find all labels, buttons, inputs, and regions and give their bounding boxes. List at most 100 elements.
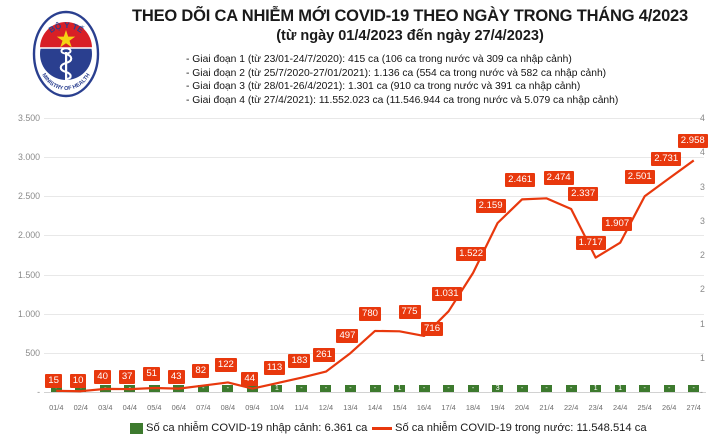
bar-value-label: - (202, 383, 205, 392)
y-axis-left-tick: 1.000 (17, 308, 40, 319)
x-axis-tick-label: 22/4 (563, 403, 579, 412)
bar-imported-cases (663, 385, 675, 392)
phase-item: - Giai đoạn 3 (từ 28/01-26/4/2021): 1.30… (186, 81, 581, 93)
line-value-label: 497 (336, 329, 359, 344)
bar-value-label: 1 (593, 383, 598, 392)
bar-imported-cases (320, 385, 332, 392)
x-axis-tick-label: 19/4 (490, 403, 505, 412)
x-axis-tick-label: 10/4 (269, 403, 285, 412)
chart-legend: Số ca nhiễm COVID-19 nhập cảnh: 6.361 ca… (0, 420, 720, 443)
line-value-label: 40 (94, 369, 111, 384)
x-axis-tick-label: 20/4 (514, 403, 530, 412)
phase-item: - Giai đoạn 4 (từ 27/4/2021): 11.552.023… (186, 94, 619, 106)
bar-imported-cases (394, 385, 406, 392)
bar-value-label: - (300, 383, 303, 392)
svg-text:BỘ Y TẾ: BỘ Y TẾ (47, 19, 86, 35)
gridline (44, 235, 704, 237)
bar-value-label: - (545, 383, 548, 392)
bar-imported-cases (688, 385, 700, 392)
gridline (44, 157, 704, 159)
line-value-label: 1.907 (602, 216, 633, 231)
line-value-label: 780 (359, 306, 382, 321)
x-axis-tick-label: 27/4 (686, 403, 701, 412)
x-axis-tick-label: 21/4 (539, 403, 554, 412)
line-value-label: 10 (69, 374, 87, 389)
line-value-label: 261 (312, 347, 335, 362)
line-value-label: 1.031 (431, 287, 462, 302)
gridline (44, 352, 704, 354)
line-value-label: 2.337 (568, 187, 599, 202)
gridline (44, 118, 704, 119)
bar-value-label: - (569, 383, 573, 392)
line-value-label: 1.522 (456, 246, 487, 261)
x-axis-tick-label: 12/4 (318, 403, 334, 412)
legend-label-domestic: Số ca nhiễm COVID-19 trong nước: 11.548.… (395, 422, 647, 434)
x-axis-tick-label: 25/4 (637, 403, 652, 412)
bar-imported-cases (541, 385, 553, 392)
x-axis-tick-label: 26/4 (662, 403, 677, 412)
bar-imported-cases (565, 385, 577, 392)
bar-value-label: - (104, 383, 107, 392)
y-axis-right-tick: 2 (700, 284, 705, 295)
bar-value-label: 3 (495, 383, 500, 392)
bar-value-label: - (471, 383, 475, 392)
phase-summary-list: - Giai đoạn 1 (từ 23/01-24/7/2020): 415 … (186, 53, 720, 107)
bar-value-label: - (668, 383, 671, 392)
line-value-label: 113 (263, 361, 286, 376)
bar-imported-cases (50, 385, 62, 392)
x-axis-tick-label: 13/4 (343, 403, 358, 412)
y-axis-left-tick: 1.500 (17, 269, 40, 280)
x-axis-tick-label: 02/4 (73, 403, 88, 412)
bar-value-label: - (226, 383, 230, 392)
title-block: THEO DÕI CA NHIỄM MỚI COVID-19 THEO NGÀY… (110, 6, 710, 46)
bar-value-label: - (447, 383, 450, 392)
x-axis-tick-label: 08/4 (220, 403, 236, 412)
bar-imported-cases (443, 385, 455, 392)
x-axis-tick-label: 06/4 (171, 403, 187, 412)
bar-imported-cases (222, 385, 234, 392)
legend-item-domestic: Số ca nhiễm COVID-19 trong nước: 11.548.… (372, 422, 647, 434)
y-axis-left-tick: - (37, 387, 40, 397)
bar-imported-cases (271, 385, 283, 392)
bar-imported-cases (197, 385, 209, 392)
line-value-label: 2.731 (651, 152, 682, 167)
x-axis-tick-label: 11/4 (294, 403, 309, 412)
legend-label-imported: Số ca nhiễm COVID-19 nhập cảnh: 6.361 ca (146, 422, 368, 434)
bar-value-label: - (692, 383, 695, 392)
x-axis-tick-label: 24/4 (612, 403, 628, 412)
bar-value-label: - (373, 383, 377, 392)
bar-imported-cases (295, 385, 307, 392)
line-value-label: 122 (214, 358, 237, 373)
line-value-label: 2.461 (505, 173, 536, 188)
x-axis-tick-label: 03/4 (98, 403, 113, 412)
y-axis-right-tick: 2 (700, 250, 705, 260)
bar-imported-cases (418, 385, 430, 392)
x-axis-tick-label: 05/4 (147, 403, 162, 412)
x-axis-tick-label: 15/4 (392, 403, 407, 412)
domestic-cases-polyline (56, 159, 695, 393)
x-axis-tick-label: 23/4 (588, 403, 603, 412)
x-axis-tick-label: 07/4 (196, 403, 211, 412)
chart-header: BỘ Y TẾ MINISTRY OF HEALTH THEO DÕI CA N… (0, 0, 720, 108)
plot-region: ---------1----1---3---11--- 151040375143… (44, 108, 708, 418)
bar-value-label: - (177, 383, 181, 392)
bar-imported-cases (467, 385, 479, 392)
ministry-of-health-logo-icon: BỘ Y TẾ MINISTRY OF HEALTH (28, 6, 104, 102)
bar-value-label: 1 (397, 383, 402, 392)
red-line-swatch-icon (372, 426, 392, 430)
gridline (44, 196, 704, 198)
y-axis-left-tick: 3.500 (17, 113, 40, 123)
y-axis-left-tick: 2.000 (17, 230, 40, 241)
line-value-label: 775 (398, 305, 421, 320)
y-axis-left-tick: 2.500 (17, 191, 40, 202)
x-axis-tick-label: 14/4 (367, 403, 383, 412)
phase-item: - Giai đoạn 1 (từ 23/01-24/7/2020): 415 … (186, 54, 572, 65)
x-axis-tick-label: 01/4 (49, 403, 64, 412)
line-value-label: 2.501 (624, 170, 655, 185)
line-value-label: 2.159 (475, 198, 506, 213)
x-axis-tick-label: 17/4 (441, 403, 456, 412)
bar-value-label: - (643, 383, 646, 392)
line-value-label: 37 (118, 370, 136, 385)
x-axis-tick-label: 09/4 (245, 403, 260, 412)
